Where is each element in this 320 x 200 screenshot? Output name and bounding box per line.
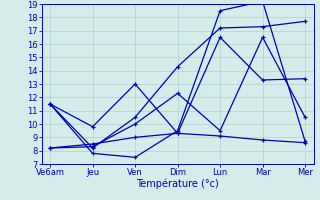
X-axis label: Température (°c): Température (°c) bbox=[136, 179, 219, 189]
